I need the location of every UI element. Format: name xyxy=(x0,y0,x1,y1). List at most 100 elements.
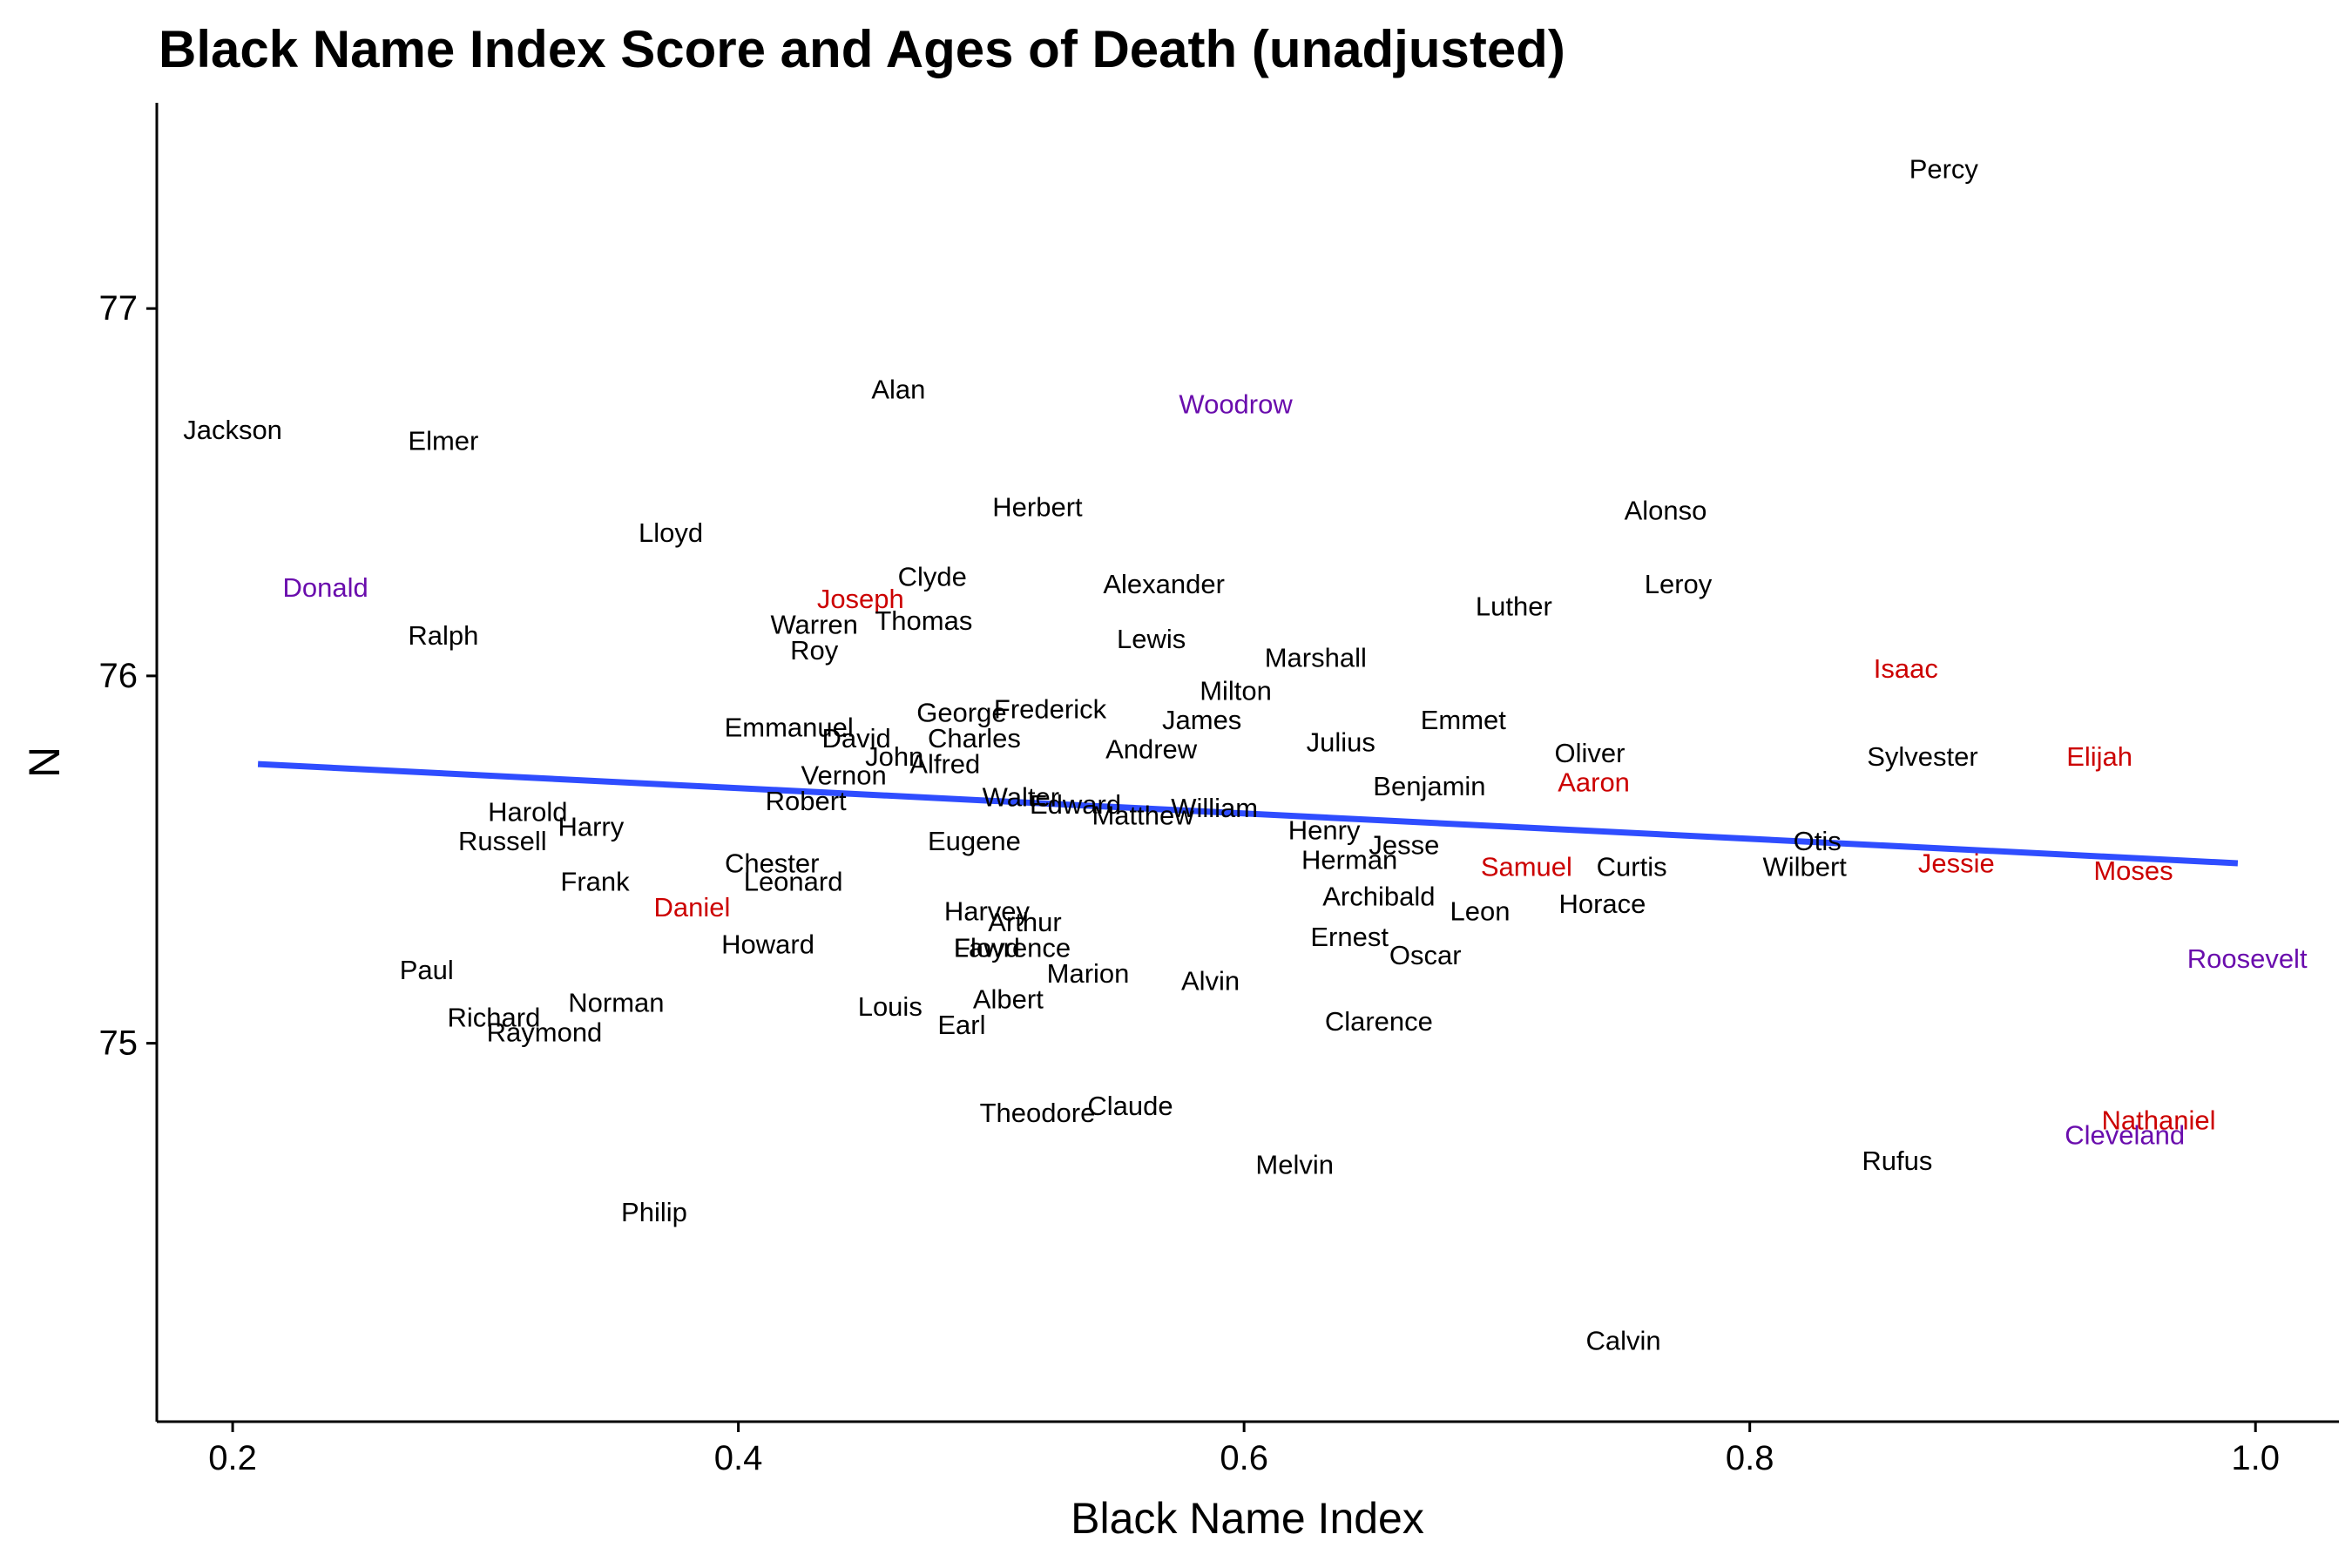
trend-line xyxy=(257,760,2239,867)
y-tick-label: 77 xyxy=(99,289,139,328)
point-label-calvin: Calvin xyxy=(1585,1326,1660,1356)
point-label-luther: Luther xyxy=(1476,591,1552,621)
x-tick-label: 0.6 xyxy=(1220,1439,1268,1477)
point-label-julius: Julius xyxy=(1307,727,1375,757)
axes-layer xyxy=(155,103,2339,1423)
point-label-philip: Philip xyxy=(621,1197,687,1227)
point-label-jackson: Jackson xyxy=(183,415,282,445)
points-layer: Percy Alan Woodrow Jackson Elmer Herbert Alons… xyxy=(183,153,2308,1355)
point-label-joseph: Joseph xyxy=(817,584,904,614)
point-label-harold: Harold xyxy=(488,796,567,827)
point-label-henry: Henry xyxy=(1288,815,1361,846)
point-label-matthew: Matthew xyxy=(1092,801,1194,831)
point-label-aaron: Aaron xyxy=(1558,767,1630,798)
x-axis-title: Black Name Index xyxy=(1071,1494,1424,1543)
point-label-melvin: Melvin xyxy=(1255,1149,1334,1179)
trend-layer xyxy=(257,760,2239,867)
point-label-howard: Howard xyxy=(721,929,814,959)
point-label-elmer: Elmer xyxy=(408,425,478,456)
x-tick-label: 0.2 xyxy=(208,1439,257,1477)
point-label-roy: Roy xyxy=(790,635,839,666)
point-label-otis: Otis xyxy=(1794,826,1842,856)
point-label-russell: Russell xyxy=(458,826,547,856)
point-label-nathaniel: Nathaniel xyxy=(2102,1105,2216,1136)
point-label-samuel: Samuel xyxy=(1481,852,1572,882)
point-label-marion: Marion xyxy=(1047,958,1130,989)
y-tick-label: 76 xyxy=(99,657,139,695)
point-label-daniel: Daniel xyxy=(654,892,731,923)
point-label-robert: Robert xyxy=(766,786,847,816)
point-label-louis: Louis xyxy=(858,991,923,1022)
point-label-theodore: Theodore xyxy=(980,1098,1096,1128)
point-label-paul: Paul xyxy=(400,955,454,985)
point-label-albert: Albert xyxy=(973,984,1044,1015)
point-label-ernest: Ernest xyxy=(1310,922,1389,952)
point-label-curtis: Curtis xyxy=(1597,852,1667,882)
point-label-clyde: Clyde xyxy=(898,562,967,592)
point-label-cleveland: Cleveland xyxy=(2065,1120,2185,1151)
point-label-david: David xyxy=(822,723,891,754)
point-label-emmanuel: Emmanuel xyxy=(725,712,854,742)
point-label-jessie: Jessie xyxy=(1918,848,1995,878)
point-label-earl: Earl xyxy=(937,1010,985,1040)
point-label-archibald: Archibald xyxy=(1322,881,1435,911)
point-label-lewis: Lewis xyxy=(1117,624,1186,654)
point-label-leon: Leon xyxy=(1450,896,1510,926)
point-label-percy: Percy xyxy=(1909,153,1979,184)
point-label-leroy: Leroy xyxy=(1645,569,1713,599)
point-label-frank: Frank xyxy=(560,867,630,897)
point-label-lawrence: Lawrence xyxy=(954,932,1071,963)
point-label-george: George xyxy=(916,698,1006,728)
point-label-sylvester: Sylvester xyxy=(1867,741,1977,772)
point-label-emmet: Emmet xyxy=(1421,705,1507,735)
point-label-frederick: Frederick xyxy=(994,693,1107,724)
point-label-alexander: Alexander xyxy=(1103,569,1225,599)
point-label-alan: Alan xyxy=(871,374,925,404)
point-label-edward: Edward xyxy=(1030,789,1121,820)
y-tick-label: 75 xyxy=(99,1024,139,1063)
point-label-alonso: Alonso xyxy=(1625,496,1707,526)
point-label-wilbert: Wilbert xyxy=(1762,852,1847,882)
point-label-floyd: Floyd xyxy=(954,932,1020,963)
point-label-william: William xyxy=(1171,793,1258,823)
point-label-donald: Donald xyxy=(282,572,368,603)
point-label-benjamin: Benjamin xyxy=(1373,771,1485,801)
point-label-james: James xyxy=(1162,705,1241,735)
point-label-horace: Horace xyxy=(1558,889,1646,919)
point-label-jesse: Jesse xyxy=(1369,829,1439,860)
y-axis-title: N xyxy=(20,747,69,778)
point-label-john: John xyxy=(865,741,923,772)
point-label-raymond: Raymond xyxy=(487,1017,603,1047)
point-label-richard: Richard xyxy=(448,1003,541,1033)
point-label-moses: Moses xyxy=(2093,855,2173,886)
point-label-roosevelt: Roosevelt xyxy=(2187,943,2308,974)
point-label-oscar: Oscar xyxy=(1389,940,1462,970)
point-label-rufus: Rufus xyxy=(1862,1146,1932,1176)
x-tick-label: 1.0 xyxy=(2231,1439,2280,1477)
point-label-milton: Milton xyxy=(1200,675,1272,706)
point-label-eugene: Eugene xyxy=(928,826,1021,856)
ticks-layer: 0.2 0.4 0.6 0.8 1.0 75 76 77 xyxy=(99,289,2281,1477)
point-label-oliver: Oliver xyxy=(1554,738,1625,768)
point-label-herman: Herman xyxy=(1301,844,1397,875)
point-label-harvey: Harvey xyxy=(944,896,1031,926)
point-label-harry: Harry xyxy=(558,811,624,841)
point-label-andrew: Andrew xyxy=(1105,734,1198,765)
point-label-alvin: Alvin xyxy=(1181,965,1240,996)
point-label-elijah: Elijah xyxy=(2066,741,2132,772)
point-label-clarence: Clarence xyxy=(1325,1006,1433,1037)
point-label-chester: Chester xyxy=(725,848,820,878)
point-label-arthur: Arthur xyxy=(988,907,1061,937)
chart-title: Black Name Index Score and Ages of Death… xyxy=(159,20,1565,78)
point-label-charles: Charles xyxy=(928,723,1021,754)
point-label-lloyd: Lloyd xyxy=(639,517,703,548)
point-label-walter: Walter xyxy=(983,782,1059,813)
point-label-woodrow: Woodrow xyxy=(1179,389,1293,419)
point-label-herbert: Herbert xyxy=(992,491,1083,522)
point-label-claude: Claude xyxy=(1087,1091,1173,1121)
point-label-ralph: Ralph xyxy=(408,620,478,651)
point-label-leonard: Leonard xyxy=(744,867,843,897)
point-label-vernon: Vernon xyxy=(801,760,887,790)
point-label-marshall: Marshall xyxy=(1265,642,1367,672)
